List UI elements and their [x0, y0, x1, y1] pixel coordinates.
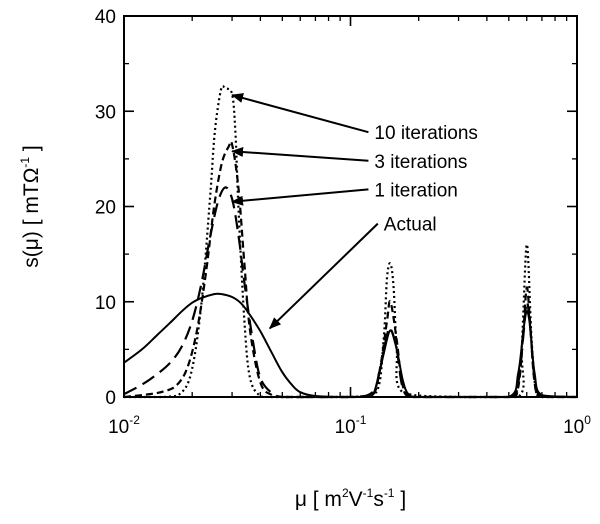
x-axis-label: μ [ m2V-1s-1 ]	[295, 486, 406, 511]
annotation-arrow	[231, 147, 369, 162]
annotation-label: 1 iteration	[374, 180, 457, 201]
axes-layer: 0 10 20 30 40 10-2 10-1 100	[95, 7, 591, 438]
annotation-arrow	[231, 188, 369, 206]
series-layer	[123, 85, 578, 399]
series-line-actual	[123, 292, 578, 398]
y-tick-label: 0	[105, 388, 116, 409]
y-tick-label: 30	[95, 102, 116, 123]
x-tick-label: 100	[563, 413, 591, 438]
annotation-arrow	[231, 93, 369, 134]
y-tick-label: 20	[95, 198, 116, 219]
x-tick-label: 10-1	[335, 413, 367, 438]
annotation-label: Actual	[384, 215, 437, 236]
y-tick-label: 40	[95, 7, 116, 28]
annotations-layer: 10 iterations 3 iterations 1 iteration Actu…	[231, 93, 478, 330]
annotation-arrow	[269, 222, 379, 330]
y-axis-label: s(μ) [ mTΩ-1 ]	[18, 145, 43, 267]
series-line-1-iteration	[123, 186, 578, 399]
series-line-3-iterations	[123, 140, 577, 399]
annotation-label: 10 iterations	[374, 123, 478, 144]
y-tick-label: 10	[95, 293, 116, 314]
annotation-label: 3 iterations	[374, 152, 467, 173]
series-line-10-iterations	[124, 85, 577, 399]
x-tick-label: 10-2	[108, 413, 140, 438]
plot-frame	[123, 15, 578, 398]
